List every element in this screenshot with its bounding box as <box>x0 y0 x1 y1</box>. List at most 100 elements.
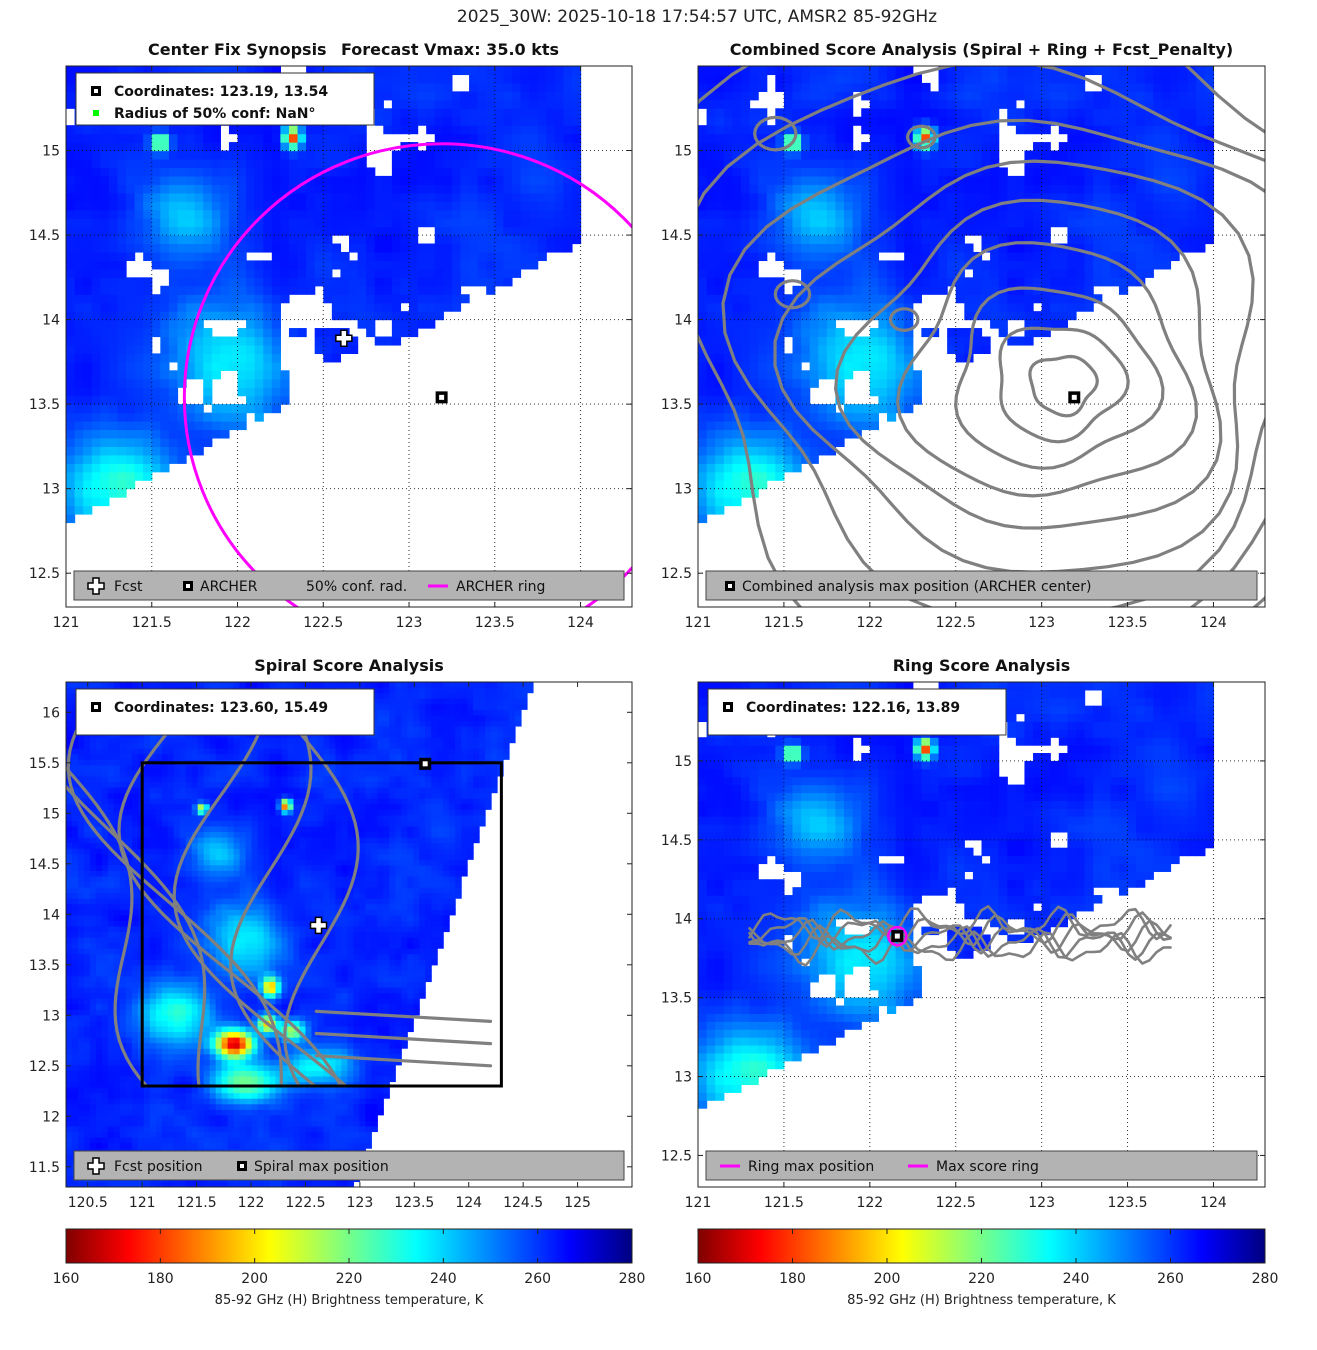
spiral-contour <box>314 1009 493 1023</box>
fcst-cross-icon <box>87 1157 105 1175</box>
spiral-contour <box>314 1054 493 1068</box>
colorbar-2: 160 180 200 220 240 260 280 85-92 GHz (H) Brigh… <box>685 1228 1278 1308</box>
spiral-contour <box>66 720 283 1088</box>
ytick-label: 13 <box>42 1008 60 1024</box>
max-score-ring <box>887 925 908 947</box>
ytick-label: 14 <box>42 313 60 329</box>
ytick-label: 13 <box>42 482 60 498</box>
score-contour <box>698 66 1265 607</box>
colorbar-tick-label: 220 <box>968 1271 995 1287</box>
ytick-label: 12.5 <box>29 566 60 582</box>
conf-radius-marker-icon <box>93 110 99 116</box>
ytick-label: 14.5 <box>29 228 60 244</box>
colorbar-label: 85-92 GHz (H) Brightness temperature, K <box>847 1293 1116 1308</box>
max-position-marker <box>419 757 432 770</box>
legend-center-fix: Fcst ARCHER 50% conf. rad. ARCHER ring <box>73 570 625 601</box>
legend-label: Spiral max position <box>254 1159 389 1175</box>
coordinates-text: Coordinates: 122.16, 13.89 <box>746 700 960 716</box>
xtick-label: 122.5 <box>936 615 976 631</box>
ytick-label: 13.5 <box>661 991 692 1007</box>
colorbar-tick-label: 260 <box>1157 1271 1184 1287</box>
legend-item: Max score ring <box>908 1159 1039 1175</box>
xtick-label: 121.5 <box>132 615 172 631</box>
xtick-label: 121 <box>53 615 80 631</box>
legend-label: Max score ring <box>936 1159 1039 1175</box>
panel-spiral: 120.5 121 121.5 122 122.5 123 123.5 124 124.5 125… <box>29 656 633 1211</box>
score-contour <box>773 159 1255 574</box>
panel-title: Ring Score Analysis <box>893 656 1071 675</box>
xtick-label: 124.5 <box>503 1195 543 1211</box>
fcst-position-marker <box>309 916 328 935</box>
archer-center-marker <box>435 391 448 404</box>
ytick-label: 14 <box>674 313 692 329</box>
conf-radius-text: Radius of 50% conf: NaN° <box>114 106 316 122</box>
colorbar-tick-label: 260 <box>524 1271 551 1287</box>
ytick-label: 16 <box>42 705 60 721</box>
xtick-label: 123.5 <box>394 1195 434 1211</box>
panel-center-fix: 121 121.5 122 122.5 123 123.5 124 12.5 13 13.5 14 1… <box>29 40 633 631</box>
contours-spiral <box>66 720 493 1088</box>
xtick-label: 121.5 <box>764 1195 804 1211</box>
legend-label: Combined analysis max position (ARCHER c… <box>742 579 1091 595</box>
contours-ring <box>748 905 1172 967</box>
colorbar-gradient <box>697 1228 1266 1264</box>
xtick-label: 122 <box>238 1195 265 1211</box>
xtick-label: 124 <box>1200 1195 1227 1211</box>
ytick-label: 14.5 <box>29 857 60 873</box>
ytick-label: 14 <box>674 912 692 928</box>
coordinates-marker-icon <box>91 702 101 712</box>
legend-label: ARCHER ring <box>456 579 545 595</box>
colorbar-label: 85-92 GHz (H) Brightness temperature, K <box>215 1293 484 1308</box>
panel-title: Center Fix Synopsis <box>148 40 327 59</box>
spiral-contour <box>229 720 317 1088</box>
ytick-label: 13 <box>674 482 692 498</box>
colorbar-tick-label: 240 <box>1063 1271 1090 1287</box>
colorbar-tick-label: 180 <box>147 1271 174 1287</box>
ring-contour <box>748 930 1172 967</box>
ytick-label: 13.5 <box>29 397 60 413</box>
axes-frame-combined <box>697 65 1266 608</box>
axes-frame-spiral <box>65 681 633 1188</box>
legend-item: Fcst position <box>87 1157 202 1175</box>
ytick-label: 11.5 <box>29 1160 60 1176</box>
xtick-label: 123.5 <box>1107 1195 1147 1211</box>
info-box: Coordinates: 123.60, 15.49 <box>75 688 375 736</box>
score-contour <box>698 66 1265 607</box>
legend-label: 50% conf. rad. <box>306 579 407 595</box>
max-position-marker <box>891 930 904 943</box>
xtick-label: 120.5 <box>68 1195 108 1211</box>
score-contour <box>906 124 937 150</box>
legend-item: Combined analysis max position (ARCHER c… <box>725 579 1091 595</box>
score-contour <box>888 307 920 332</box>
legend-label: Fcst position <box>114 1159 202 1175</box>
xtick-label: 124 <box>455 1195 482 1211</box>
xtick-label: 124 <box>567 615 594 631</box>
ring-contour <box>748 924 1172 961</box>
xtick-label: 122 <box>856 1195 883 1211</box>
score-contour <box>1028 354 1099 418</box>
colorbar-tick-label: 220 <box>336 1271 363 1287</box>
xtick-label: 121 <box>685 615 712 631</box>
xtick-label: 123 <box>1028 615 1055 631</box>
xtick-label: 121 <box>685 1195 712 1211</box>
xtick-label: 122.5 <box>285 1195 325 1211</box>
spiral-contour <box>66 765 149 1088</box>
legend-spiral: Fcst position Spiral max position <box>73 1150 625 1181</box>
ytick-label: 12.5 <box>29 1059 60 1075</box>
ytick-label: 15.5 <box>29 756 60 772</box>
colorbar-tick-label: 200 <box>241 1271 268 1287</box>
colorbar-tick-label: 280 <box>619 1271 646 1287</box>
legend-combined: Combined analysis max position (ARCHER c… <box>705 570 1258 601</box>
legend-item: Fcst <box>87 577 143 595</box>
score-contour <box>773 279 812 310</box>
colorbar-tick-label: 160 <box>685 1271 712 1287</box>
coordinates-text: Coordinates: 123.19, 13.54 <box>114 84 328 100</box>
info-box: Coordinates: 122.16, 13.89 <box>707 688 1007 736</box>
axes-frame-ring <box>697 681 1266 1188</box>
spiral-contour <box>283 720 360 1088</box>
ytick-label: 14.5 <box>661 833 692 849</box>
legend-item: 50% conf. rad. <box>306 579 407 595</box>
max-position-marker <box>1068 391 1081 404</box>
xtick-label: 121.5 <box>177 1195 217 1211</box>
xtick-label: 123 <box>396 615 423 631</box>
